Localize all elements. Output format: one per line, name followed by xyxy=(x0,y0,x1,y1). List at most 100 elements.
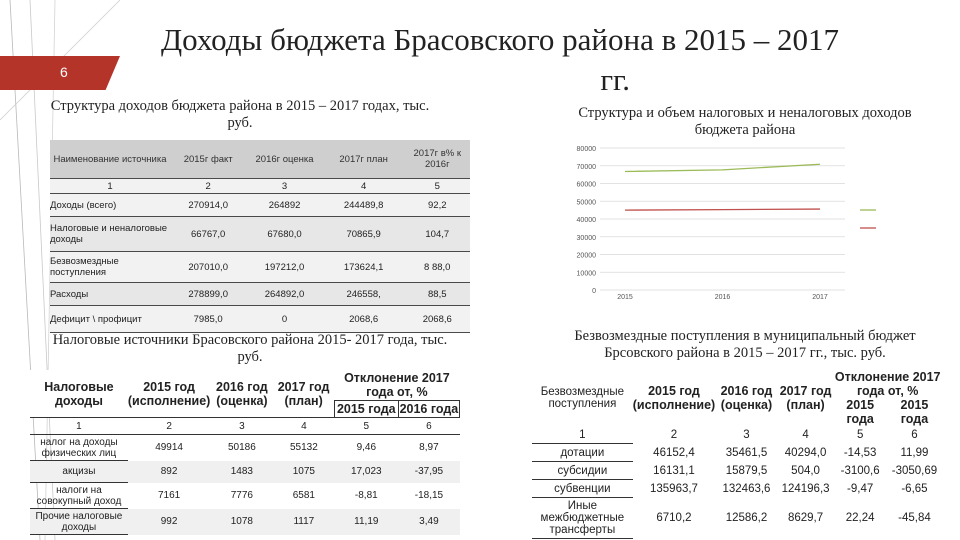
table-cell: 278899,0 xyxy=(170,282,247,306)
table-cell: 246558, xyxy=(322,282,405,306)
col-header: 2015г факт xyxy=(170,140,247,179)
table-cell: 1075 xyxy=(273,460,335,483)
table-cell: 207010,0 xyxy=(170,251,247,283)
table-cell: Налоговые и неналоговые доходы xyxy=(50,216,170,252)
y-tick-label: 0 xyxy=(592,288,596,295)
table-row: Иные межбюджетные трансферты 6710,2 1258… xyxy=(532,497,942,539)
table-cell: -3050,69 xyxy=(891,464,938,477)
slide-number: 6 xyxy=(60,64,68,80)
table-cell: 3,49 xyxy=(398,508,460,535)
y-tick-label: 60000 xyxy=(577,182,597,189)
y-tick-label: 70000 xyxy=(577,164,597,171)
table-header-row: Безвозмездные поступления 2015 год (испо… xyxy=(532,370,942,412)
col-header: 2016 год (оценка) xyxy=(210,370,274,418)
col-header: 2015 год (исполнение) xyxy=(127,370,211,418)
table-cell: 55132 xyxy=(289,442,318,454)
table-cell: 1117 xyxy=(273,508,335,535)
right-subtitle: Структура и объем налоговых и неналоговы… xyxy=(578,105,912,138)
table-cell: 22,24 xyxy=(845,512,875,524)
table-cell: Доходы (всего) xyxy=(50,193,170,217)
table-cell: 3 xyxy=(743,428,750,441)
col-header: 2016г оценка xyxy=(246,140,323,179)
table-cell: 8 88,0 xyxy=(404,251,470,283)
col-header: 2015 год (исполнение) xyxy=(632,384,716,412)
table-row: Прочие налоговые доходы 992 1078 1117 11… xyxy=(30,508,460,535)
table-cell: 92,2 xyxy=(404,193,470,217)
table-cell: 892 xyxy=(127,460,211,483)
col-header: Безвозмездные поступления xyxy=(540,386,624,410)
table-cell: 135963,7 xyxy=(649,482,698,495)
table-row: Налоговые и неналоговые доходы 66767,0 6… xyxy=(50,216,470,252)
table-row: Дефицит \ профицит 7985,0 0 2068,6 2068,… xyxy=(50,305,470,333)
grant-receipts-table: Безвозмездные поступления 2015 год (испо… xyxy=(532,370,942,539)
table-cell: субсидии xyxy=(532,461,633,480)
tax-sources-table: Налоговые доходы 2015 год (исполнение) 2… xyxy=(30,370,461,535)
table-cell: 66767,0 xyxy=(170,216,247,252)
series-line-1 xyxy=(624,163,821,173)
table-cell: -18,15 xyxy=(414,490,444,501)
series-line-2 xyxy=(624,208,821,211)
table-cell: 3 xyxy=(246,178,323,194)
table-cell: -45,84 xyxy=(898,512,931,524)
table-row: 1 2 3 4 5 xyxy=(50,178,470,194)
table-cell: -8,81 xyxy=(354,490,378,501)
table-cell: 4 xyxy=(322,178,405,194)
col-header: 2015 года xyxy=(333,400,399,418)
table-cell: 132463,6 xyxy=(722,482,771,495)
table-cell: 2 xyxy=(170,178,247,194)
table-row: налог на доходы физических лиц 49914 501… xyxy=(30,434,460,461)
table-row: Безвозмездные поступления 207010,0 19721… xyxy=(50,251,470,283)
table-cell: 35461,5 xyxy=(725,446,768,459)
table-cell: 11,19 xyxy=(334,508,399,535)
table-cell: Иные межбюджетные трансферты xyxy=(532,497,633,539)
table-cell: -3100,6 xyxy=(840,464,880,477)
table-cell: 124196,3 xyxy=(781,482,830,495)
table-cell: 504,0 xyxy=(791,464,820,477)
table-cell: 197212,0 xyxy=(246,251,323,283)
col-header: 2017 год (план) xyxy=(779,384,832,412)
table-cell: 9,46 xyxy=(356,442,377,454)
col-header: 2017г в% к 2016г xyxy=(404,140,470,179)
col-header: 2017 год (план) xyxy=(273,370,335,418)
table-cell: 6710,2 xyxy=(656,512,692,524)
table-cell: 104,7 xyxy=(404,216,470,252)
grant-table-title: Безвозмездные поступления в муниципальны… xyxy=(574,328,916,361)
table-cell: 7776 xyxy=(230,490,253,501)
table-cell: Дефицит \ профицит xyxy=(50,305,170,333)
col-header: 2016 года xyxy=(397,400,461,418)
title-line-2: гг. xyxy=(600,62,630,97)
table-cell: 2068,6 xyxy=(322,305,405,333)
y-tick-label: 80000 xyxy=(577,146,597,153)
y-tick-label: 50000 xyxy=(577,199,597,206)
table-row: субвенции 135963,7 132463,6 124196,3 -9,… xyxy=(532,479,942,498)
y-tick-label: 10000 xyxy=(577,270,597,277)
table-row: дотации 46152,4 35461,5 40294,0 -14,53 1… xyxy=(532,443,942,462)
table-cell: акцизы xyxy=(30,460,128,483)
table-cell: 4 xyxy=(273,417,335,435)
table-cell: 244489,8 xyxy=(322,193,405,217)
col-header: Наименование источника xyxy=(50,140,170,179)
table-cell: 2068,6 xyxy=(404,305,470,333)
col-header: Отклонение 2017 года от, % xyxy=(344,371,450,399)
table-row: налоги на совокупный доход 7161 7776 658… xyxy=(30,482,460,509)
table-cell: налог на доходы физических лиц xyxy=(30,434,128,461)
page-title: Доходы бюджета Брасовского района в 2015… xyxy=(120,20,880,100)
table-cell: 8,97 xyxy=(419,442,439,454)
table-cell: 6 xyxy=(398,417,460,435)
table-row: 1 2 3 4 5 6 xyxy=(532,426,942,444)
table-cell: 7161 xyxy=(157,490,181,501)
table-row: Доходы (всего) 270914,0 264892 244489,8 … xyxy=(50,193,470,217)
table-cell: 4 xyxy=(802,428,809,441)
table-cell: 5 xyxy=(404,178,470,194)
table-cell: 2 xyxy=(670,428,678,441)
table-cell: 70865,9 xyxy=(322,216,405,252)
x-tick-label: 2017 xyxy=(812,294,828,301)
table-cell: 173624,1 xyxy=(322,251,405,283)
table-cell: 5 xyxy=(334,417,399,435)
tax-income-line-chart: 80000 70000 60000 50000 40000 30000 20000 10000… xyxy=(560,140,940,305)
col-header: 2017г план xyxy=(322,140,405,179)
income-structure-table: Наименование источника 2015г факт 2016г … xyxy=(50,140,470,333)
table-cell: -14,53 xyxy=(843,446,877,459)
table-cell: налоги на совокупный доход xyxy=(30,482,128,509)
table-cell: Прочие налоговые доходы xyxy=(30,508,128,535)
